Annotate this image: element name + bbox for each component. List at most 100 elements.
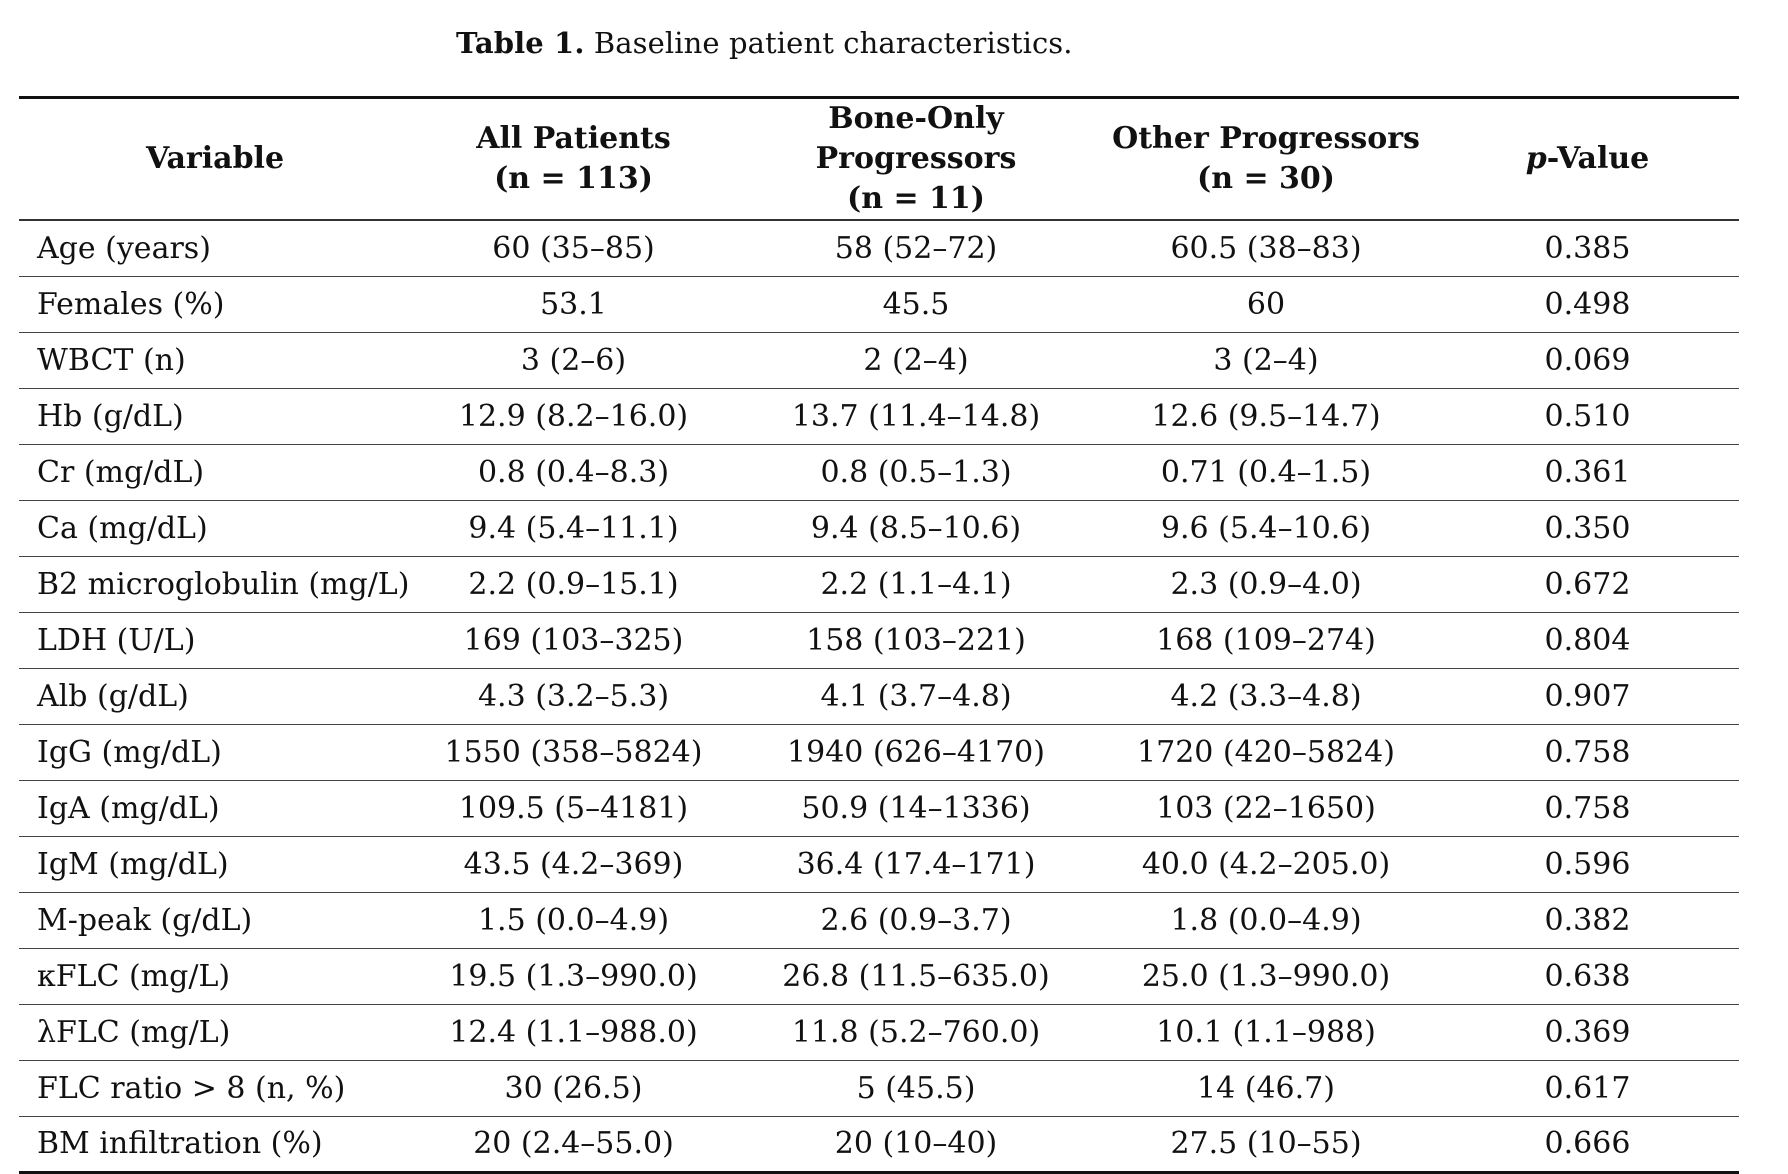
header-p-value: p-Value [1525, 141, 1650, 176]
p-value-cell: 0.638 [1544, 958, 1631, 994]
variable-cell: λFLC (mg/L) [37, 1014, 231, 1050]
all-patients-cell: 2.2 (0.9–15.1) [468, 566, 679, 602]
table-caption: Table 1. Baseline patient characteristic… [456, 26, 1073, 60]
table-row: FLC ratio > 8 (n, %) 30 (26.5) 5 (45.5) 14 … [19, 1060, 1739, 1116]
all-patients-cell: 30 (26.5) [504, 1070, 643, 1106]
bone-only-cell: 26.8 (11.5–635.0) [782, 958, 1050, 994]
other-progressors-cell: 40.0 (4.2–205.0) [1141, 846, 1391, 882]
variable-cell: B2 microglobulin (mg/L) [37, 566, 410, 602]
variable-cell: Alb (g/dL) [37, 678, 189, 714]
p-value-cell: 0.672 [1544, 566, 1631, 602]
all-patients-cell: 19.5 (1.3–990.0) [449, 958, 698, 994]
variable-cell: IgA (mg/dL) [37, 790, 220, 826]
all-patients-cell: 169 (103–325) [463, 622, 684, 658]
variable-cell: Hb (g/dL) [37, 398, 184, 434]
all-patients-cell: 0.8 (0.4–8.3) [477, 454, 670, 490]
p-value-cell: 0.382 [1544, 902, 1631, 938]
bone-only-cell: 1940 (626–4170) [787, 734, 1045, 770]
other-progressors-cell: 2.3 (0.9–4.0) [1170, 566, 1362, 602]
variable-cell: BM infiltration (%) [37, 1126, 323, 1161]
other-progressors-cell: 103 (22–1650) [1156, 790, 1376, 826]
table-row: Females (%) 53.1 45.5 60 0.498 [19, 276, 1739, 332]
variable-cell: Ca (mg/dL) [37, 510, 208, 546]
other-progressors-cell: 27.5 (10–55) [1170, 1126, 1362, 1161]
bone-only-cell: 158 (103–221) [806, 622, 1026, 658]
variable-cell: Age (years) [37, 230, 211, 266]
other-progressors-cell: 1.8 (0.0–4.9) [1170, 902, 1362, 938]
bone-only-cell: 9.4 (8.5–10.6) [810, 510, 1022, 546]
header-variable: Variable [145, 141, 285, 176]
other-progressors-cell: 9.6 (5.4–10.6) [1160, 510, 1372, 546]
p-value-cell: 0.596 [1544, 846, 1631, 882]
table-row: Cr (mg/dL) 0.8 (0.4–8.3) 0.8 (0.5–1.3) 0.71… [19, 444, 1739, 500]
variable-cell: M-peak (g/dL) [37, 902, 253, 938]
p-value-cell: 0.369 [1544, 1014, 1631, 1050]
all-patients-cell: 1.5 (0.0–4.9) [477, 902, 670, 938]
other-progressors-cell: 60 [1246, 286, 1286, 322]
all-patients-cell: 20 (2.4–55.0) [473, 1126, 674, 1161]
all-patients-cell: 43.5 (4.2–369) [463, 846, 684, 882]
all-patients-cell: 53.1 [540, 286, 607, 322]
all-patients-cell: 109.5 (5–4181) [458, 790, 689, 826]
table-row: BM infiltration (%) 20 (2.4–55.0) 20 (10–4… [19, 1116, 1739, 1172]
all-patients-cell: 12.4 (1.1–988.0) [449, 1014, 698, 1050]
bone-only-cell: 0.8 (0.5–1.3) [820, 454, 1012, 490]
p-value-cell: 0.758 [1544, 734, 1631, 770]
other-progressors-cell: 1720 (420–5824) [1137, 734, 1395, 770]
p-value-cell: 0.907 [1544, 678, 1631, 714]
bone-only-cell: 50.9 (14–1336) [801, 790, 1031, 826]
header-bone-only-progressors: Bone-Only Progressors (n = 11) [815, 101, 1017, 216]
all-patients-cell: 3 (2–6) [520, 342, 627, 378]
variable-cell: WBCT (n) [37, 342, 186, 378]
all-patients-cell: 12.9 (8.2–16.0) [458, 398, 689, 434]
bone-only-cell: 2.6 (0.9–3.7) [820, 902, 1012, 938]
other-progressors-cell: 0.71 (0.4–1.5) [1160, 454, 1372, 490]
table-row: λFLC (mg/L) 12.4 (1.1–988.0) 11.8 (5.2–760… [19, 1004, 1739, 1060]
table-body: Age (years) 60 (35–85) 58 (52–72) 60.5 (38–… [19, 220, 1739, 1172]
other-progressors-cell: 14 (46.7) [1197, 1070, 1335, 1106]
variable-cell: LDH (U/L) [37, 622, 196, 658]
variable-cell: IgM (mg/dL) [37, 846, 229, 882]
all-patients-cell: 9.4 (5.4–11.1) [468, 510, 679, 546]
bone-only-cell: 45.5 [882, 286, 950, 322]
caption-label: Table 1. [456, 26, 585, 60]
p-value-cell: 0.385 [1544, 230, 1631, 266]
header-all-patients: All Patients (n = 113) [476, 121, 671, 196]
p-value-cell: 0.617 [1544, 1070, 1631, 1106]
table-row: IgG (mg/dL) 1550 (358–5824) 1940 (626–4170… [19, 724, 1739, 780]
other-progressors-cell: 168 (109–274) [1156, 622, 1376, 658]
bone-only-cell: 4.1 (3.7–4.8) [820, 678, 1012, 714]
table-row: IgA (mg/dL) 109.5 (5–4181) 50.9 (14–1336) 1… [19, 780, 1739, 836]
variable-cell: Females (%) [37, 286, 225, 322]
table-header: Variable All Patients (n = 113) Bone-Onl… [19, 97, 1739, 220]
other-progressors-cell: 25.0 (1.3–990.0) [1141, 958, 1391, 994]
bone-only-cell: 20 (10–40) [834, 1126, 998, 1161]
p-value-cell: 0.510 [1544, 398, 1631, 434]
p-value-cell: 0.361 [1544, 454, 1631, 490]
bone-only-cell: 58 (52–72) [834, 230, 998, 266]
all-patients-cell: 60 (35–85) [492, 230, 655, 266]
variable-cell: κFLC (mg/L) [37, 958, 231, 994]
variable-cell: FLC ratio > 8 (n, %) [37, 1070, 346, 1106]
p-value-cell: 0.666 [1544, 1126, 1631, 1161]
table-row: Age (years) 60 (35–85) 58 (52–72) 60.5 (38–… [19, 220, 1739, 276]
p-value-cell: 0.350 [1544, 510, 1631, 546]
table-row: IgM (mg/dL) 43.5 (4.2–369) 36.4 (17.4–171)… [19, 836, 1739, 892]
other-progressors-cell: 12.6 (9.5–14.7) [1151, 398, 1381, 434]
baseline-characteristics-table: Variable All Patients (n = 113) Bone-Onl… [19, 96, 1739, 1174]
table-row: Ca (mg/dL) 9.4 (5.4–11.1) 9.4 (8.5–10.6) 9.… [19, 500, 1739, 556]
all-patients-cell: 4.3 (3.2–5.3) [477, 678, 670, 714]
p-value-cell: 0.498 [1544, 286, 1631, 322]
p-value-cell: 0.069 [1544, 342, 1631, 378]
table-row: κFLC (mg/L) 19.5 (1.3–990.0) 26.8 (11.5–63… [19, 948, 1739, 1004]
bone-only-cell: 2.2 (1.1–4.1) [820, 566, 1012, 602]
caption-text: Baseline patient characteristics. [593, 26, 1073, 60]
p-value-cell: 0.804 [1544, 622, 1631, 658]
all-patients-cell: 1550 (358–5824) [444, 734, 703, 770]
header-other-progressors: Other Progressors (n = 30) [1112, 121, 1420, 196]
variable-cell: Cr (mg/dL) [37, 454, 205, 490]
header-row: Variable All Patients (n = 113) Bone-Onl… [19, 97, 1739, 220]
other-progressors-cell: 60.5 (38–83) [1170, 230, 1362, 266]
table-row: Alb (g/dL) 4.3 (3.2–5.3) 4.1 (3.7–4.8) 4.2 … [19, 668, 1739, 724]
table-row: LDH (U/L) 169 (103–325) 158 (103–221) 168 (… [19, 612, 1739, 668]
